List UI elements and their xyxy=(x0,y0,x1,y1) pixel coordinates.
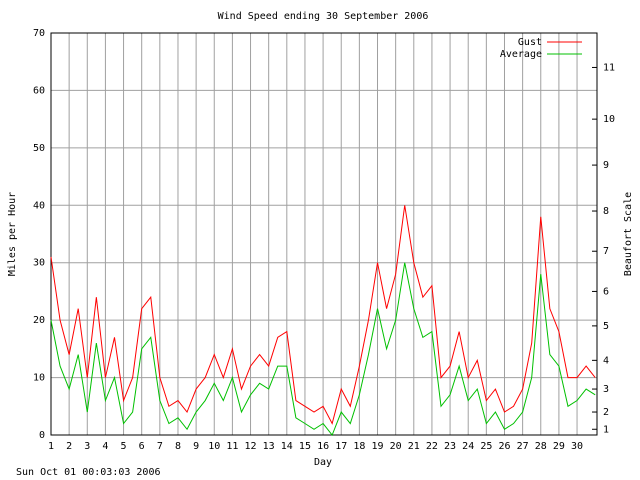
series-line xyxy=(50,205,596,425)
y-axis-label: Miles per Hour xyxy=(7,192,18,276)
x-tick-label: 26 xyxy=(498,441,510,452)
y2-tick-label: 6 xyxy=(603,286,609,297)
y-tick-label: 30 xyxy=(33,258,45,269)
y2-tick-label: 1 xyxy=(603,424,609,435)
x-tick-label: 10 xyxy=(208,441,220,452)
x-tick-label: 12 xyxy=(245,441,257,452)
x-tick-label: 15 xyxy=(299,441,311,452)
x-tick-label: 5 xyxy=(121,441,127,452)
x-axis-label: Day xyxy=(314,457,332,468)
x-tick-label: 22 xyxy=(426,441,438,452)
x-tick-label: 17 xyxy=(335,441,347,452)
chart-title: Wind Speed ending 30 September 2006 xyxy=(218,11,429,22)
x-tick-label: 8 xyxy=(175,441,181,452)
x-tick-label: 13 xyxy=(263,441,275,452)
y-tick-label: 10 xyxy=(33,373,45,384)
plot-frame xyxy=(50,32,598,436)
x-tick-label: 4 xyxy=(102,441,108,452)
y-tick-label: 0 xyxy=(39,430,45,441)
x-tick-label: 29 xyxy=(553,441,565,452)
y2-tick-label: 3 xyxy=(603,384,609,395)
y-tick-label: 70 xyxy=(33,28,45,39)
y2-tick-label: 2 xyxy=(603,407,609,418)
y2-tick-label: 10 xyxy=(603,114,615,125)
y2-tick-label: 5 xyxy=(603,321,609,332)
x-tick-label: 7 xyxy=(157,441,163,452)
y2-tick-label: 4 xyxy=(603,355,609,366)
x-tick-label: 30 xyxy=(571,441,583,452)
x-tick-label: 24 xyxy=(462,441,474,452)
y-tick-label: 20 xyxy=(33,315,45,326)
x-tick-label: 27 xyxy=(517,441,529,452)
x-tick-label: 3 xyxy=(84,441,90,452)
y2-tick-label: 7 xyxy=(603,246,609,257)
legend-label: Average xyxy=(500,49,542,60)
x-tick-label: 6 xyxy=(139,441,145,452)
x-tick-label: 1 xyxy=(48,441,54,452)
x-tick-label: 28 xyxy=(535,441,547,452)
y2-tick-label: 11 xyxy=(603,62,615,73)
y-tick-label: 50 xyxy=(33,143,45,154)
legend-label: Gust xyxy=(518,37,542,48)
y-tick-label: 40 xyxy=(33,200,45,211)
x-tick-label: 18 xyxy=(353,441,365,452)
y2-axis-label: Beaufort Scale xyxy=(623,192,634,276)
y2-tick-label: 8 xyxy=(603,206,609,217)
y-tick-label: 60 xyxy=(33,85,45,96)
x-tick-label: 9 xyxy=(193,441,199,452)
x-tick-label: 14 xyxy=(281,441,293,452)
footer: Sun Oct 01 00:03:03 2006 xyxy=(16,467,161,478)
x-tick-label: 19 xyxy=(371,441,383,452)
x-tick-label: 23 xyxy=(444,441,456,452)
x-tick-label: 2 xyxy=(66,441,72,452)
series-line xyxy=(50,262,596,436)
x-tick-label: 16 xyxy=(317,441,329,452)
y2-tick-label: 9 xyxy=(603,160,609,171)
x-tick-label: 11 xyxy=(226,441,238,452)
x-tick-label: 21 xyxy=(408,441,420,452)
x-tick-label: 25 xyxy=(480,441,492,452)
x-tick-label: 20 xyxy=(390,441,402,452)
